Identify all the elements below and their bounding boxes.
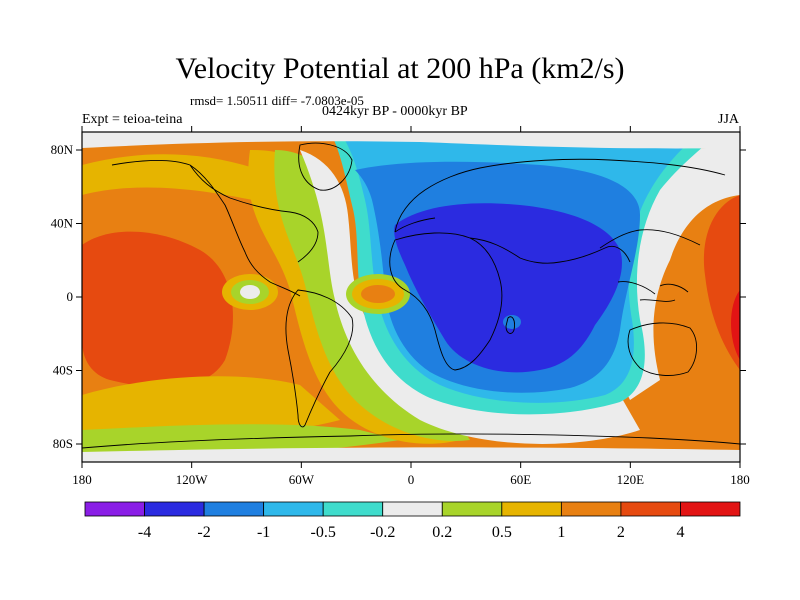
colorbar-label: 0.5	[492, 524, 512, 541]
coast-madagascar	[505, 316, 515, 334]
lon-tick-label: 120W	[176, 472, 209, 487]
colorbar-label: -0.2	[370, 524, 395, 541]
field-dark-orange-westpacific	[703, 195, 740, 370]
colorbar-swatch	[620, 501, 681, 517]
colorbar-swatch	[84, 501, 145, 517]
map-title: Velocity Potential at 200 hPa (km2/s)	[175, 52, 625, 85]
field-camerica-cell-white	[240, 285, 260, 299]
lon-tick-label: 0	[408, 472, 415, 487]
coast-maritime	[617, 281, 689, 302]
colorbar-label: 0.2	[432, 524, 452, 541]
field-darkblue-core	[394, 203, 622, 373]
lat-tick-label: 40N	[51, 216, 74, 231]
coastlines	[82, 142, 740, 449]
period-label: 0424kyr BP - 0000kyr BP	[322, 104, 468, 119]
experiment-label: Expt = teioa-teina	[82, 112, 183, 127]
coast-greenland	[298, 142, 353, 191]
season-label: JJA	[718, 112, 740, 127]
lon-tick-label: 180	[72, 472, 92, 487]
contour-field	[82, 132, 740, 462]
field-arctic-white	[82, 132, 740, 149]
coast-australia	[627, 322, 697, 376]
colorbar-swatch	[203, 501, 265, 517]
colorbar-label: 2	[617, 524, 625, 541]
colorbar-swatch	[501, 501, 562, 517]
stats-text: rmsd= 1.50511 diff= -7.0803e-05	[190, 93, 364, 108]
lat-tick-group: 80N 40N 0 40S 80S	[51, 142, 746, 451]
colorbar-swatch	[560, 501, 622, 517]
field-antarctic-white	[82, 447, 740, 462]
coast-south-america	[285, 289, 354, 428]
lon-tick-label: 180	[730, 472, 750, 487]
colorbar-swatch	[680, 501, 741, 517]
lat-tick-label: 0	[67, 289, 74, 304]
lon-tick-label: 60W	[289, 472, 315, 487]
coast-antarctica	[82, 433, 740, 449]
field-atlantic-cell-orange	[361, 285, 395, 303]
lat-tick-label: 80N	[51, 142, 74, 157]
colorbar-label: 1	[557, 524, 565, 541]
lat-tick-label: 40S	[53, 363, 73, 378]
coast-north-america	[111, 160, 319, 297]
colorbar-label: -0.5	[311, 524, 336, 541]
field-dark-orange-pacific	[82, 231, 233, 388]
colorbar-swatch	[382, 501, 443, 517]
lon-tick-label: 120E	[617, 472, 645, 487]
colorbar-label: 4	[676, 524, 684, 541]
colorbar-label: -2	[197, 524, 210, 541]
colorbar-swatch	[263, 501, 324, 517]
field-white-zero-band	[300, 150, 640, 444]
colorbar: -4 -2 -1 -0.5 -0.2 0.2 0.5 1 2 4	[84, 501, 741, 541]
lon-tick-group: 180 120W 60W 0 60E 120E 180	[72, 126, 750, 487]
colorbar-swatch	[441, 501, 503, 517]
colorbar-swatch	[144, 501, 205, 517]
colorbar-swatch	[322, 501, 384, 517]
lat-tick-label: 80S	[53, 436, 73, 451]
lon-tick-label: 60E	[510, 472, 531, 487]
field-red-westpacific	[731, 290, 740, 360]
coast-eurasia	[394, 158, 726, 264]
colorbar-label: -4	[138, 524, 151, 541]
colorbar-label: -1	[257, 524, 270, 541]
